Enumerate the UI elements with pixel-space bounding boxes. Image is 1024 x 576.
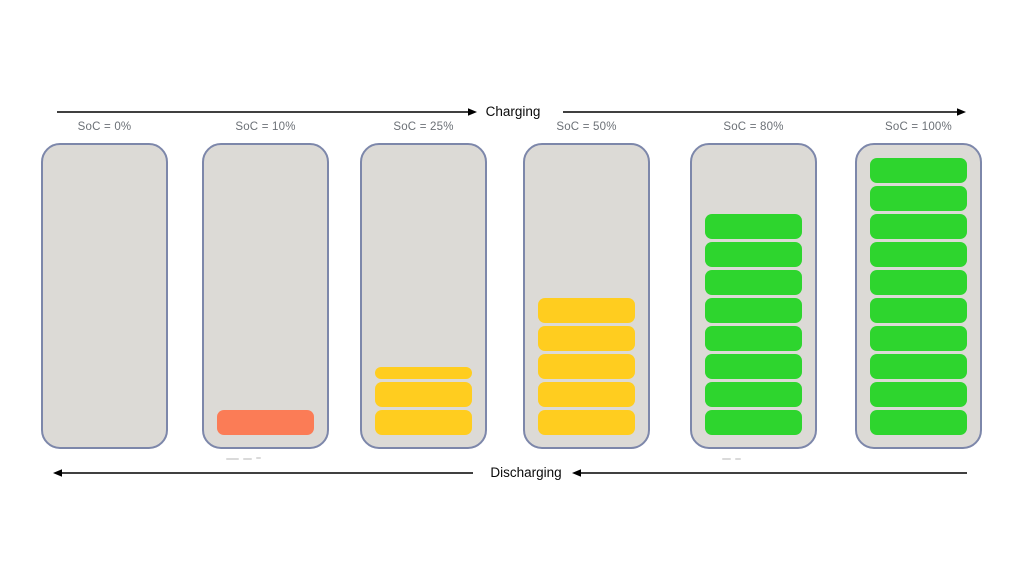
charge-bar <box>705 270 802 295</box>
battery-cell-soc-0: SoC = 0% <box>41 121 168 456</box>
charge-bar <box>870 326 967 351</box>
charge-bar <box>705 242 802 267</box>
discharging-arrow-left-segment <box>53 469 473 477</box>
charge-bar <box>705 214 802 239</box>
charge-bar <box>375 410 472 435</box>
battery-cell-soc-10: SoC = 10% <box>202 121 329 456</box>
charge-bar <box>705 354 802 379</box>
charge-bar <box>375 382 472 407</box>
charge-bar <box>538 326 635 351</box>
charge-bar <box>538 410 635 435</box>
charge-bar <box>538 354 635 379</box>
soc-label: SoC = 0% <box>77 121 132 133</box>
arrow-head-right-icon <box>468 108 477 116</box>
battery-outline <box>690 143 817 449</box>
charge-bar <box>538 382 635 407</box>
charge-bar <box>705 382 802 407</box>
charge-bar <box>870 186 967 211</box>
charge-bar <box>538 298 635 323</box>
battery-outline <box>360 143 487 449</box>
clipped-text-artifact <box>722 458 731 460</box>
soc-label: SoC = 80% <box>723 121 784 133</box>
charge-bar <box>870 354 967 379</box>
soc-label: SoC = 50% <box>556 121 617 133</box>
arrow-head-left-icon <box>572 469 581 477</box>
clipped-text-artifact <box>226 458 239 460</box>
charge-bar <box>870 158 967 183</box>
charge-bar <box>705 410 802 435</box>
battery-outline <box>202 143 329 449</box>
clipped-text-artifact <box>243 458 252 460</box>
clipped-text-artifact <box>256 457 261 459</box>
battery-cell-soc-100: SoC = 100% <box>855 121 982 456</box>
charge-bar <box>705 298 802 323</box>
soc-label: SoC = 10% <box>235 121 296 133</box>
discharging-label: Discharging <box>490 465 562 480</box>
charge-bar-half <box>375 367 472 379</box>
soc-label: SoC = 25% <box>393 121 454 133</box>
battery-outline <box>855 143 982 449</box>
charge-bar <box>870 410 967 435</box>
discharging-arrow-right-segment <box>572 469 967 477</box>
battery-cell-soc-50: SoC = 50% <box>523 121 650 456</box>
charge-bar <box>870 242 967 267</box>
battery-outline <box>41 143 168 449</box>
arrow-head-right-icon <box>957 108 966 116</box>
charging-arrow-right-segment <box>563 108 966 116</box>
charging-arrow-left-segment <box>57 108 477 116</box>
charge-bar <box>870 382 967 407</box>
charge-bar <box>870 270 967 295</box>
battery-outline <box>523 143 650 449</box>
charge-bar <box>870 298 967 323</box>
charge-bar <box>870 214 967 239</box>
battery-cell-soc-25: SoC = 25% <box>360 121 487 456</box>
soc-label: SoC = 100% <box>885 121 952 133</box>
clipped-text-artifact <box>735 458 741 460</box>
battery-cell-soc-80: SoC = 80% <box>690 121 817 456</box>
charging-label: Charging <box>485 104 541 119</box>
charge-bar <box>217 410 314 435</box>
charge-bar <box>705 326 802 351</box>
arrow-head-left-icon <box>53 469 62 477</box>
